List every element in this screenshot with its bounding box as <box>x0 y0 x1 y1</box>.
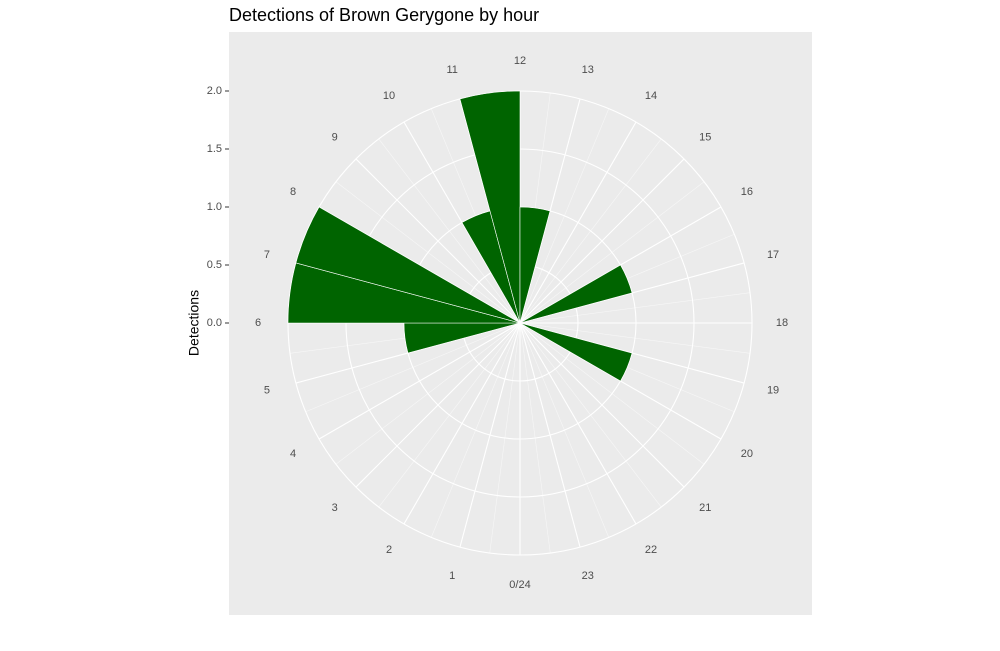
y-tick-label: 0.5 <box>207 259 222 271</box>
x-tick-label: 23 <box>582 570 594 582</box>
x-tick-label: 1 <box>449 570 455 582</box>
x-tick-label: 2 <box>386 544 392 556</box>
x-tick-label: 4 <box>290 448 296 460</box>
grid-line <box>318 322 521 440</box>
x-tick-label: 9 <box>332 132 338 144</box>
y-tick-label: 1.5 <box>207 143 222 155</box>
grid-line <box>403 322 521 525</box>
x-tick-label: 3 <box>332 502 338 514</box>
bar <box>519 264 633 324</box>
x-tick-label: 17 <box>767 249 779 261</box>
grid-line <box>459 322 521 548</box>
grid-line <box>519 121 637 324</box>
x-tick-label: 19 <box>767 385 779 397</box>
grid-line <box>519 322 637 525</box>
x-tick-label: 14 <box>645 90 657 102</box>
x-tick-label: 21 <box>699 502 711 514</box>
y-tick-label: 1.0 <box>207 201 222 213</box>
x-tick-label: 22 <box>645 544 657 556</box>
x-tick-label: 18 <box>776 317 788 329</box>
grid-line <box>519 322 685 488</box>
x-tick-label: 7 <box>264 249 270 261</box>
x-tick-label: 12 <box>514 55 526 67</box>
x-tick-label: 11 <box>446 64 457 76</box>
x-tick-label: 0/24 <box>509 579 530 591</box>
y-tick-label: 2.0 <box>207 85 222 97</box>
bar <box>295 206 521 324</box>
x-tick-label: 15 <box>699 132 711 144</box>
x-tick-label: 16 <box>741 186 753 198</box>
bar <box>519 206 551 324</box>
x-tick-label: 20 <box>741 448 753 460</box>
bar <box>459 90 521 324</box>
grid-line <box>355 322 521 488</box>
x-tick-label: 8 <box>290 186 296 198</box>
y-tick-label: 0.0 <box>207 317 222 329</box>
x-tick-label: 5 <box>264 385 270 397</box>
grid-line <box>519 322 581 548</box>
x-tick-label: 10 <box>383 90 395 102</box>
x-tick-label: 13 <box>582 64 594 76</box>
grid-line <box>355 158 521 324</box>
y-axis-title: Detections <box>186 290 202 356</box>
x-tick-label: 6 <box>255 317 261 329</box>
bar <box>519 322 633 382</box>
grid-line <box>519 158 685 324</box>
chart-title: Detections of Brown Gerygone by hour <box>229 5 539 25</box>
